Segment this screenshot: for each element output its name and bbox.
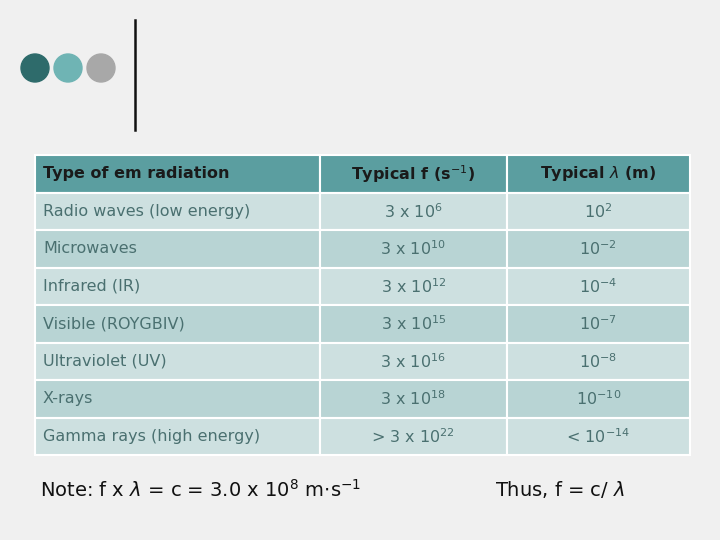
Circle shape <box>54 54 82 82</box>
Bar <box>320 267 507 305</box>
Bar <box>35 417 320 455</box>
Bar <box>507 192 690 230</box>
Bar <box>35 342 320 380</box>
Text: Type of em radiation: Type of em radiation <box>43 166 230 181</box>
Text: 3 x 10$^{18}$: 3 x 10$^{18}$ <box>380 389 446 408</box>
Bar <box>320 342 507 380</box>
Text: X-rays: X-rays <box>43 392 94 406</box>
Bar <box>507 342 690 380</box>
Text: 10$^{-2}$: 10$^{-2}$ <box>580 239 617 258</box>
Bar <box>35 192 320 230</box>
Bar <box>35 155 320 192</box>
Text: 3 x 10$^{15}$: 3 x 10$^{15}$ <box>381 314 446 333</box>
Bar <box>320 380 507 417</box>
Text: 10$^{-7}$: 10$^{-7}$ <box>580 314 617 333</box>
Bar <box>507 380 690 417</box>
Bar <box>35 380 320 417</box>
Bar <box>320 155 507 192</box>
Bar <box>320 305 507 342</box>
Bar <box>507 417 690 455</box>
Bar <box>320 417 507 455</box>
Text: Typical f (s$^{-1}$): Typical f (s$^{-1}$) <box>351 163 475 185</box>
Bar <box>320 192 507 230</box>
Text: Ultraviolet (UV): Ultraviolet (UV) <box>43 354 166 369</box>
Text: Visible (ROYGBIV): Visible (ROYGBIV) <box>43 316 185 331</box>
Text: 3 x 10$^{6}$: 3 x 10$^{6}$ <box>384 202 443 221</box>
Text: Gamma rays (high energy): Gamma rays (high energy) <box>43 429 260 444</box>
Circle shape <box>21 54 49 82</box>
Text: > 3 x 10$^{22}$: > 3 x 10$^{22}$ <box>372 427 455 446</box>
Text: Radio waves (low energy): Radio waves (low energy) <box>43 204 251 219</box>
Text: 10$^{-8}$: 10$^{-8}$ <box>579 352 618 370</box>
Bar <box>320 230 507 267</box>
Bar <box>507 230 690 267</box>
Text: 10$^{-4}$: 10$^{-4}$ <box>579 277 618 295</box>
Bar <box>507 267 690 305</box>
Bar <box>35 267 320 305</box>
Text: 10$^{-10}$: 10$^{-10}$ <box>575 389 621 408</box>
Text: Infrared (IR): Infrared (IR) <box>43 279 140 294</box>
Text: Note: f x $\lambda$ = c = 3.0 x 10$^{8}$ m$\cdot$s$^{-1}$: Note: f x $\lambda$ = c = 3.0 x 10$^{8}$… <box>40 479 361 501</box>
Text: 3 x 10$^{10}$: 3 x 10$^{10}$ <box>380 239 446 258</box>
Bar <box>507 155 690 192</box>
Text: 3 x 10$^{12}$: 3 x 10$^{12}$ <box>381 277 446 295</box>
Bar <box>35 305 320 342</box>
Text: < 10$^{-14}$: < 10$^{-14}$ <box>567 427 630 446</box>
Text: Microwaves: Microwaves <box>43 241 137 256</box>
Bar <box>507 305 690 342</box>
Text: Thus, f = c/ $\lambda$: Thus, f = c/ $\lambda$ <box>495 480 625 501</box>
Bar <box>35 230 320 267</box>
Text: 3 x 10$^{16}$: 3 x 10$^{16}$ <box>380 352 446 370</box>
Text: 10$^{2}$: 10$^{2}$ <box>584 202 613 221</box>
Circle shape <box>87 54 115 82</box>
Text: Typical $\lambda$ (m): Typical $\lambda$ (m) <box>540 164 657 183</box>
